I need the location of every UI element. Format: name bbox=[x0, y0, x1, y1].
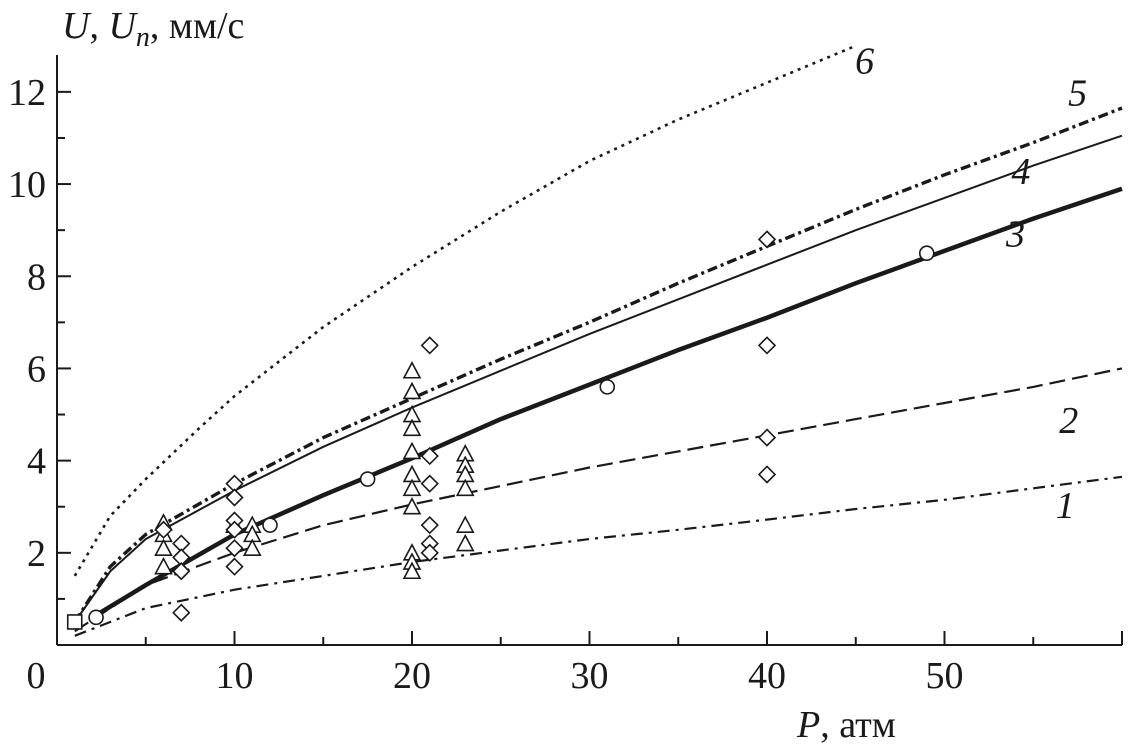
diamond-marker bbox=[757, 230, 777, 249]
circle-marker bbox=[599, 379, 616, 395]
series-line-2 bbox=[74, 367, 1123, 633]
y-tick-label: 6 bbox=[27, 348, 46, 390]
diamond-marker bbox=[225, 488, 244, 507]
diamond-marker bbox=[172, 603, 191, 622]
x-tick-label: 10 bbox=[216, 655, 254, 697]
x-tick-label: 50 bbox=[926, 655, 964, 697]
y-axis-title-subscript: n bbox=[136, 22, 150, 53]
curve-label-2: 2 bbox=[1059, 400, 1078, 442]
y-tick-label: 8 bbox=[27, 256, 46, 298]
curve-label-5: 5 bbox=[1068, 73, 1087, 115]
x-tick-label: 40 bbox=[748, 655, 786, 697]
diamond-marker bbox=[757, 336, 777, 355]
triangle-marker bbox=[154, 556, 173, 575]
x-axis-title-var: P bbox=[796, 704, 820, 746]
triangle-marker bbox=[402, 561, 422, 580]
series-line-6 bbox=[73, 44, 857, 577]
curve-labels: 1 2 3 45 6 bbox=[855, 40, 1087, 527]
triangle-marker bbox=[402, 381, 422, 400]
series-line-1 bbox=[74, 475, 1123, 637]
square-marker bbox=[66, 614, 83, 630]
data-markers bbox=[66, 230, 935, 630]
y-tick-label: 2 bbox=[27, 533, 46, 575]
x-axis-title: P, атм bbox=[796, 704, 896, 746]
y-axis-title-var: U bbox=[62, 5, 92, 47]
triangle-marker bbox=[455, 515, 475, 533]
diamond-marker bbox=[225, 520, 244, 539]
diamond-marker bbox=[172, 562, 191, 581]
y-tick-label: 10 bbox=[8, 164, 46, 206]
diamond-marker bbox=[420, 543, 439, 562]
y-axis-title-sep: , bbox=[89, 5, 108, 47]
triangle-marker bbox=[402, 361, 422, 379]
curve-label-3: 3 bbox=[1005, 213, 1025, 255]
curve-label-6: 6 bbox=[855, 40, 874, 82]
x-axis-title-unit: , атм bbox=[820, 704, 896, 746]
diamond-marker bbox=[420, 446, 439, 466]
circle-marker bbox=[262, 517, 278, 533]
curve-label-4: 4 bbox=[1011, 151, 1030, 193]
triangle-marker bbox=[455, 478, 475, 497]
diamond-marker bbox=[757, 428, 777, 447]
y-tick-label: 12 bbox=[8, 72, 46, 114]
triangle-marker bbox=[402, 418, 422, 437]
diamond-marker bbox=[420, 474, 439, 493]
triangle-marker bbox=[402, 497, 422, 515]
circle-marker bbox=[918, 245, 935, 262]
diamond-marker bbox=[420, 516, 439, 535]
y-tick-label: 4 bbox=[27, 441, 46, 483]
y-axis-title-unit: , мм/с bbox=[150, 5, 245, 47]
triangle-marker bbox=[154, 538, 173, 557]
circle-marker bbox=[88, 609, 104, 626]
diamond-marker bbox=[420, 336, 439, 355]
diamond-marker bbox=[154, 520, 173, 539]
curve-label-1: 1 bbox=[1056, 485, 1075, 527]
y-axis-title: U, Un, мм/с bbox=[62, 5, 244, 53]
x-tick-label: 0 bbox=[27, 655, 46, 697]
circle-marker bbox=[359, 471, 376, 487]
x-tick-label: 20 bbox=[393, 655, 431, 697]
diamond-marker bbox=[757, 465, 777, 484]
triangle-marker bbox=[455, 533, 475, 552]
x-tick-label: 30 bbox=[571, 655, 609, 697]
y-axis-title-var2: U bbox=[108, 5, 138, 47]
diamond-marker bbox=[225, 539, 244, 558]
triangle-marker bbox=[402, 441, 422, 460]
diamond-marker bbox=[225, 557, 244, 576]
triangle-marker bbox=[242, 538, 262, 557]
triangle-marker bbox=[402, 478, 422, 497]
